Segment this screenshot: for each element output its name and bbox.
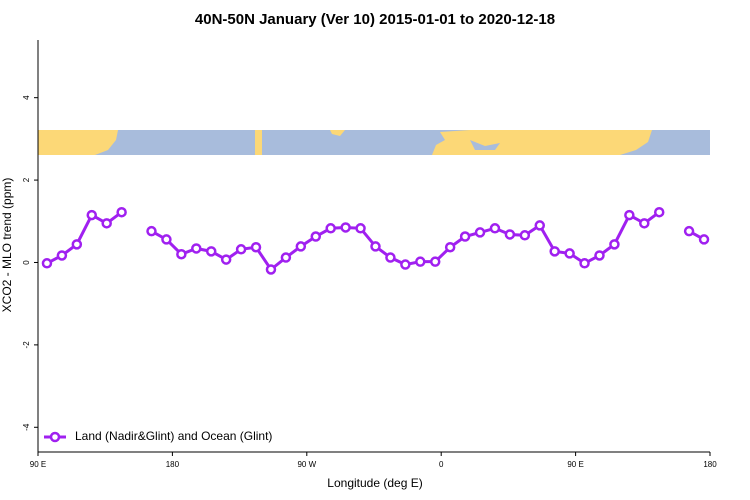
point bbox=[370, 241, 381, 252]
point bbox=[698, 234, 710, 245]
x-tick-label: 90 E bbox=[567, 460, 583, 469]
point bbox=[429, 256, 441, 267]
y-tick-label: 4 bbox=[22, 95, 31, 100]
point bbox=[459, 231, 471, 242]
point bbox=[534, 220, 546, 231]
point bbox=[594, 250, 605, 261]
point bbox=[385, 252, 396, 263]
point bbox=[265, 264, 277, 275]
point bbox=[609, 239, 620, 250]
legend-marker bbox=[49, 431, 61, 443]
point bbox=[280, 252, 292, 263]
point bbox=[564, 248, 575, 259]
point bbox=[220, 254, 232, 265]
point bbox=[653, 206, 665, 218]
y-tick-label: 2 bbox=[22, 177, 31, 182]
x-axis-label: Longitude (deg E) bbox=[327, 476, 422, 490]
point bbox=[161, 234, 172, 245]
map-strip bbox=[38, 130, 710, 155]
point bbox=[235, 244, 247, 255]
point bbox=[504, 229, 516, 240]
point bbox=[340, 222, 351, 233]
point bbox=[295, 241, 307, 252]
point bbox=[56, 250, 68, 261]
point bbox=[549, 246, 560, 257]
point bbox=[519, 230, 531, 241]
point bbox=[191, 243, 202, 254]
x-tick-label: 180 bbox=[166, 460, 180, 469]
point bbox=[205, 246, 217, 257]
point bbox=[489, 223, 501, 234]
point bbox=[86, 209, 98, 221]
point bbox=[71, 239, 83, 250]
point bbox=[116, 206, 127, 218]
point bbox=[624, 209, 635, 221]
y-axis-label: XCO2 - MLO trend (ppm) bbox=[0, 178, 14, 313]
y-tick-label: 0 bbox=[22, 260, 31, 265]
point bbox=[639, 218, 650, 229]
point bbox=[444, 241, 456, 253]
point bbox=[101, 218, 112, 229]
x-tick-label: 90 W bbox=[297, 460, 316, 469]
point bbox=[355, 223, 366, 234]
point bbox=[176, 248, 187, 260]
legend-label: Land (Nadir&Glint) and Ocean (Glint) bbox=[75, 429, 272, 443]
point bbox=[415, 256, 426, 267]
x-tick-label: 90 E bbox=[30, 460, 46, 469]
y-tick-label: -4 bbox=[22, 423, 31, 431]
point bbox=[579, 258, 590, 269]
point bbox=[400, 259, 411, 270]
y-tick-label: -2 bbox=[22, 341, 31, 349]
point bbox=[250, 241, 262, 253]
point bbox=[683, 225, 695, 237]
x-tick-label: 180 bbox=[703, 460, 717, 469]
point bbox=[325, 223, 336, 234]
point bbox=[146, 225, 157, 237]
point bbox=[310, 231, 322, 242]
series-line bbox=[46, 211, 705, 272]
x-tick-label: 0 bbox=[439, 460, 444, 469]
point bbox=[474, 227, 486, 238]
chart-title: 40N-50N January (Ver 10) 2015-01-01 to 2… bbox=[195, 11, 555, 28]
point bbox=[41, 258, 53, 269]
